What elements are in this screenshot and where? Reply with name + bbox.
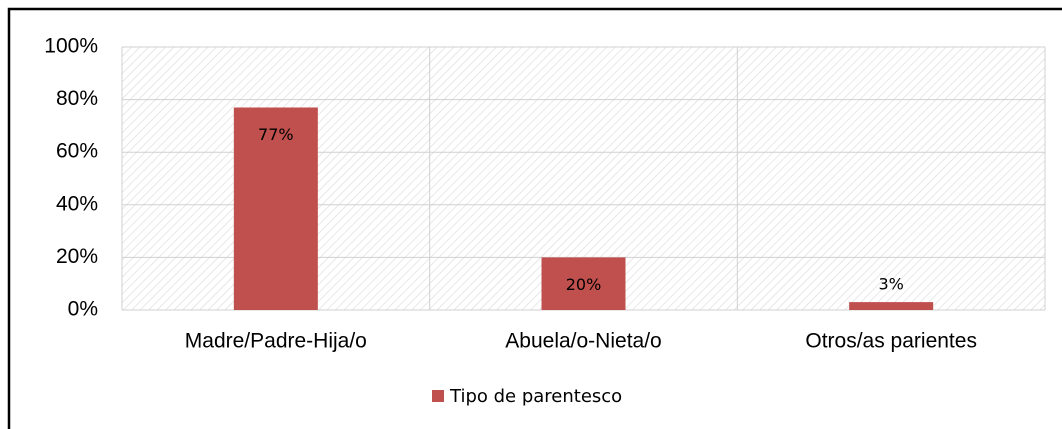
data-label: 3%: [878, 275, 903, 294]
x-tick-label: Abuela/o-Nieta/o: [505, 330, 661, 353]
bar: [233, 107, 318, 311]
y-tick-label: 20%: [56, 245, 98, 268]
x-tick-label: Otros/as parientes: [805, 330, 977, 353]
y-tick-label: 80%: [56, 87, 98, 110]
data-label: 20%: [566, 275, 602, 294]
y-tick-label: 40%: [56, 192, 98, 215]
y-tick-label: 0%: [68, 298, 98, 321]
legend-label: Tipo de parentesco: [449, 386, 622, 407]
y-tick-label: 100%: [44, 35, 98, 58]
bar: [849, 302, 934, 310]
x-tick-label: Madre/Padre-Hija/o: [185, 330, 367, 353]
y-tick-label: 60%: [56, 140, 98, 163]
bar: [541, 257, 626, 310]
data-label: 77%: [258, 125, 294, 144]
legend-swatch: [432, 390, 444, 402]
